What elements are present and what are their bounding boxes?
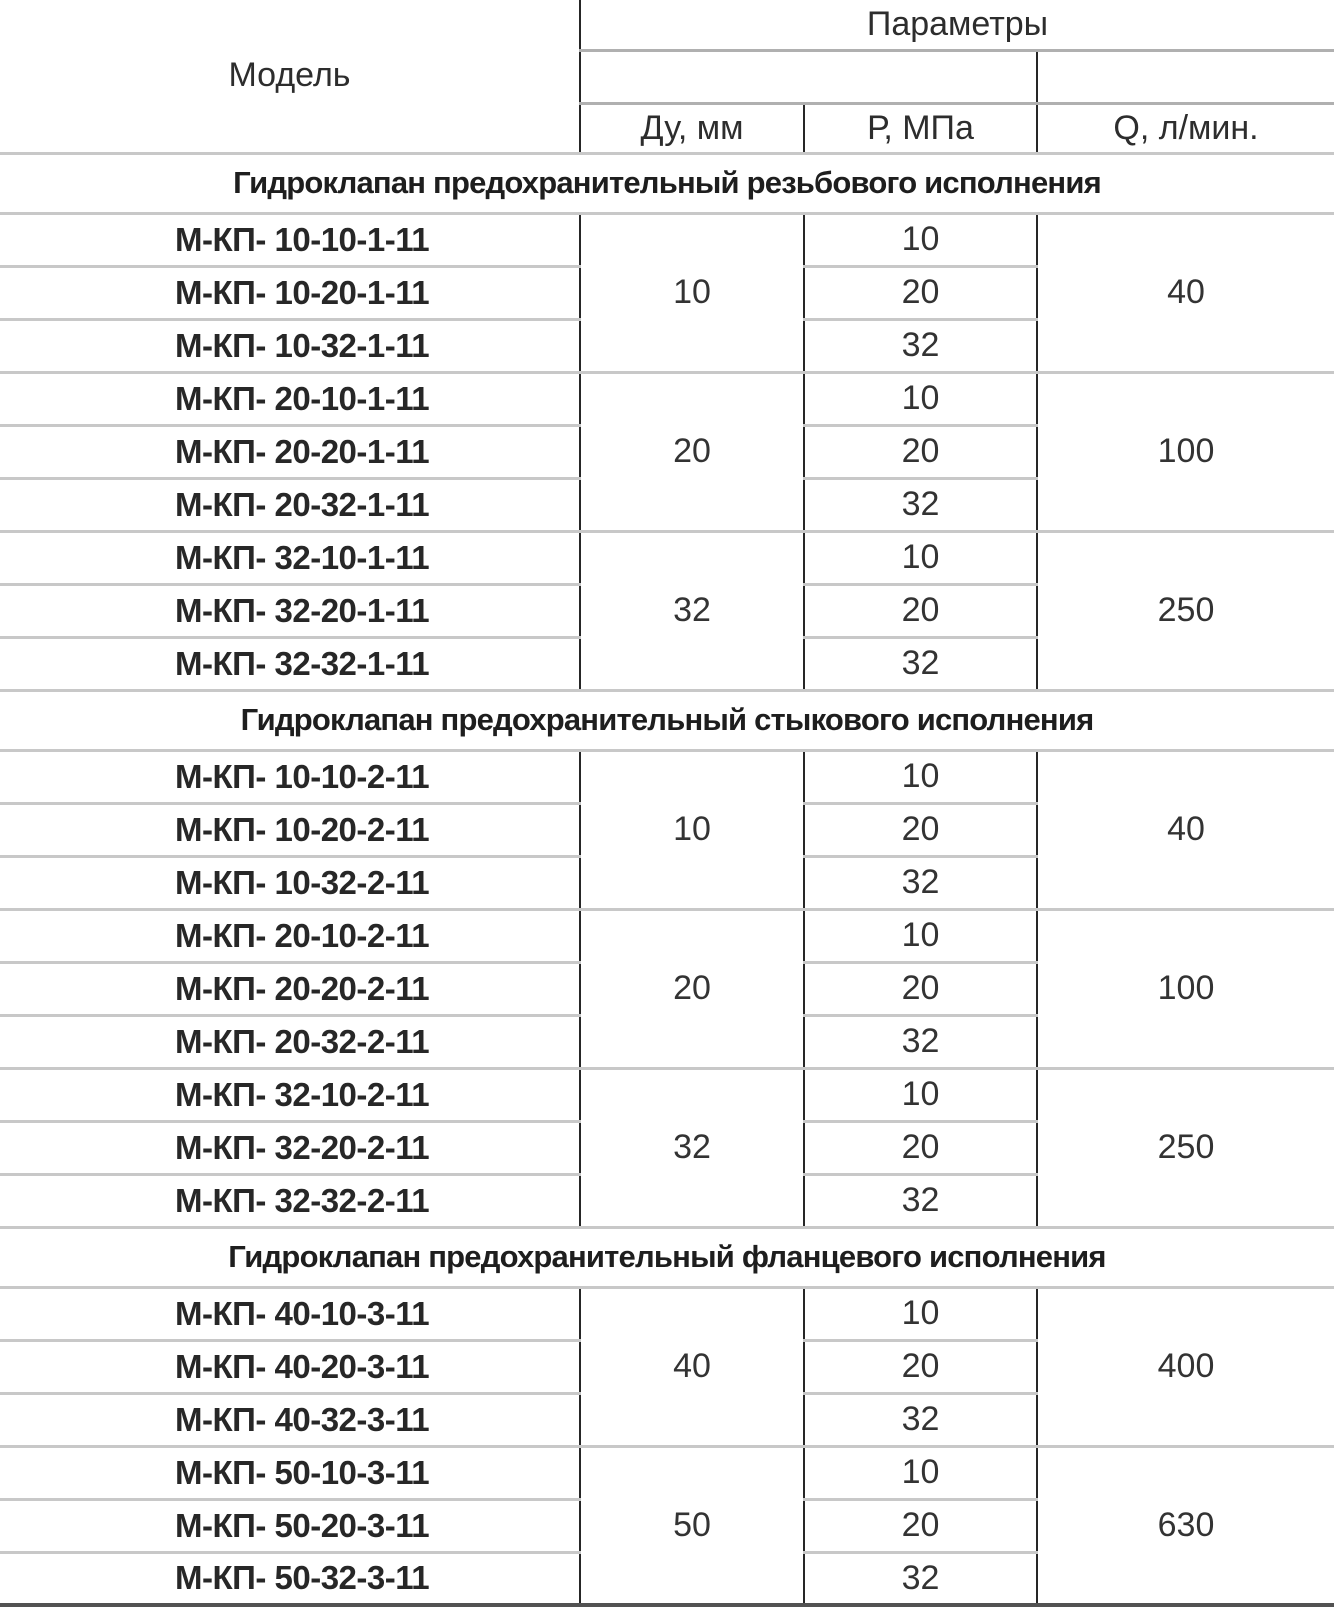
model-cell: М-КП- 20-20-2-11 [0, 962, 581, 1017]
du-value-cell: 10 [580, 750, 805, 911]
model-cell: М-КП- 40-32-3-11 [0, 1393, 581, 1448]
model-cell: М-КП- 40-20-3-11 [0, 1340, 581, 1395]
p-value-cell: 10 [804, 1068, 1038, 1123]
header-row-sub: Ду, мм Р, МПа Q, л/мин. [0, 103, 1334, 155]
du-value-cell: 40 [580, 1287, 805, 1448]
p-value-cell: 10 [804, 531, 1038, 586]
p-value-cell: 20 [804, 1121, 1038, 1176]
du-value-cell: 32 [580, 1068, 805, 1229]
model-cell: М-КП- 10-32-2-11 [0, 856, 581, 911]
p-value-cell: 10 [804, 1446, 1038, 1501]
p-value-cell: 20 [804, 425, 1038, 480]
section-title-row: Гидроклапан предохранительный стыкового … [0, 690, 1334, 752]
q-value-cell: 630 [1037, 1446, 1334, 1607]
p-value-cell: 10 [804, 750, 1038, 805]
p-value-cell: 20 [804, 584, 1038, 639]
du-value-cell: 32 [580, 531, 805, 692]
p-value-cell: 20 [804, 1340, 1038, 1395]
model-cell: М-КП- 40-10-3-11 [0, 1287, 581, 1342]
p-value-cell: 32 [804, 319, 1038, 374]
model-cell: М-КП- 10-32-1-11 [0, 319, 581, 374]
model-cell: М-КП- 20-10-2-11 [0, 909, 581, 964]
q-value-cell: 250 [1037, 531, 1334, 692]
model-cell: М-КП- 50-32-3-11 [0, 1552, 581, 1607]
p-value-cell: 20 [804, 266, 1038, 321]
header-row-empty [0, 50, 1334, 105]
section-title: Гидроклапан предохранительный резьбового… [0, 153, 1334, 215]
params-header-cell: Параметры [580, 0, 1334, 52]
p-value-cell: 20 [804, 803, 1038, 858]
section-title-row: Гидроклапан предохранительный фланцевого… [0, 1227, 1334, 1289]
q-value-cell: 40 [1037, 213, 1334, 374]
empty-header-cell-right [1037, 50, 1334, 105]
p-value-cell: 32 [804, 1552, 1038, 1607]
model-cell: М-КП- 50-20-3-11 [0, 1499, 581, 1554]
subheader-q: Q, л/мин. [1037, 103, 1334, 155]
p-value-cell: 10 [804, 372, 1038, 427]
empty-header-cell-left [580, 50, 1038, 105]
p-value-cell: 20 [804, 962, 1038, 1017]
model-cell: М-КП- 10-10-2-11 [0, 750, 581, 805]
du-value-cell: 50 [580, 1446, 805, 1607]
model-header-cell: Модель [0, 0, 581, 155]
du-value-cell: 10 [580, 213, 805, 374]
section-title: Гидроклапан предохранительный фланцевого… [0, 1227, 1334, 1289]
model-cell: М-КП- 32-20-1-11 [0, 584, 581, 639]
p-value-cell: 32 [804, 637, 1038, 692]
p-value-cell: 10 [804, 213, 1038, 268]
subheader-p: Р, МПа [804, 103, 1038, 155]
model-cell: М-КП- 32-20-2-11 [0, 1121, 581, 1176]
p-value-cell: 32 [804, 1174, 1038, 1229]
q-value-cell: 100 [1037, 909, 1334, 1070]
model-cell: М-КП- 10-10-1-11 [0, 213, 581, 268]
model-cell: М-КП- 20-32-2-11 [0, 1015, 581, 1070]
p-value-cell: 32 [804, 478, 1038, 533]
section-title-row: Гидроклапан предохранительный резьбового… [0, 153, 1334, 215]
section-title: Гидроклапан предохранительный стыкового … [0, 690, 1334, 752]
q-value-cell: 100 [1037, 372, 1334, 533]
model-cell: М-КП- 32-32-1-11 [0, 637, 581, 692]
model-cell: М-КП- 50-10-3-11 [0, 1446, 581, 1501]
model-cell: М-КП- 32-32-2-11 [0, 1174, 581, 1229]
q-value-cell: 400 [1037, 1287, 1334, 1448]
subheader-du: Ду, мм [580, 103, 805, 155]
model-cell: М-КП- 20-20-1-11 [0, 425, 581, 480]
q-value-cell: 40 [1037, 750, 1334, 911]
model-cell: М-КП- 20-32-1-11 [0, 478, 581, 533]
header-row-params: Модель Параметры [0, 0, 1334, 155]
model-cell: М-КП- 20-10-1-11 [0, 372, 581, 427]
model-cell: М-КП- 10-20-2-11 [0, 803, 581, 858]
model-cell: М-КП- 10-20-1-11 [0, 266, 581, 321]
model-cell: М-КП- 32-10-2-11 [0, 1068, 581, 1123]
p-value-cell: 32 [804, 1015, 1038, 1070]
model-cell: М-КП- 32-10-1-11 [0, 531, 581, 586]
p-value-cell: 32 [804, 856, 1038, 911]
p-value-cell: 20 [804, 1499, 1038, 1554]
p-value-cell: 32 [804, 1393, 1038, 1448]
q-value-cell: 250 [1037, 1068, 1334, 1229]
du-value-cell: 20 [580, 909, 805, 1070]
p-value-cell: 10 [804, 1287, 1038, 1342]
p-value-cell: 10 [804, 909, 1038, 964]
du-value-cell: 20 [580, 372, 805, 533]
